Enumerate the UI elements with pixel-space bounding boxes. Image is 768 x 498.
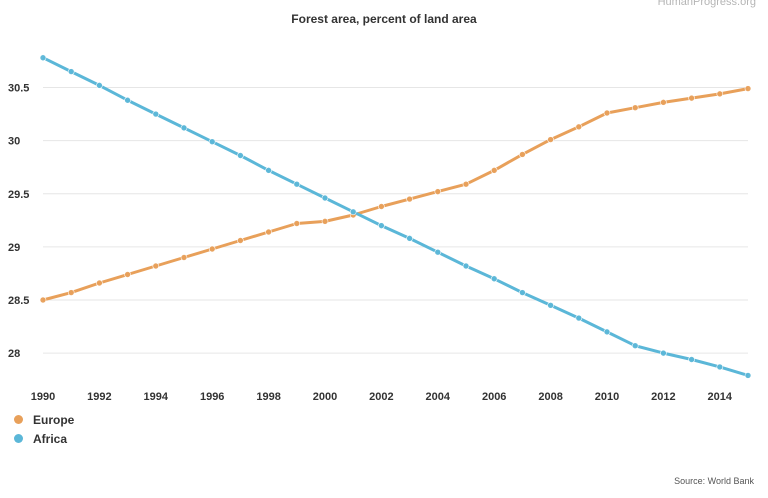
legend-label-europe: Europe	[33, 412, 75, 427]
data-point-africa	[180, 124, 188, 132]
data-point-europe	[96, 279, 103, 287]
data-point-europe	[603, 109, 611, 117]
data-point-africa	[152, 110, 160, 118]
data-point-africa	[434, 248, 442, 256]
series-line-europe	[42, 87, 749, 302]
x-tick-label: 2014	[708, 391, 733, 403]
data-point-europe	[124, 271, 131, 278]
data-point-europe	[265, 228, 272, 236]
legend-item-africa: Africa	[14, 429, 74, 448]
x-tick-label: 2006	[482, 391, 506, 403]
data-point-europe	[547, 136, 554, 143]
y-tick-label: 29.5	[8, 189, 29, 201]
data-point-europe	[744, 85, 752, 92]
x-tick-label: 1998	[256, 391, 280, 403]
data-point-africa	[321, 194, 329, 202]
data-point-europe	[490, 167, 498, 174]
data-point-africa	[349, 208, 357, 216]
data-point-europe	[39, 296, 47, 304]
data-point-africa	[378, 222, 385, 229]
data-point-africa	[406, 235, 413, 242]
data-point-africa	[575, 314, 583, 322]
x-tick-label: 1990	[31, 391, 55, 403]
data-point-europe	[688, 94, 695, 102]
data-point-europe	[660, 99, 667, 106]
source-note: Source: World Bank	[674, 476, 754, 486]
data-point-europe	[293, 220, 301, 227]
x-tick-label: 2000	[313, 391, 337, 403]
series-line-africa	[42, 56, 749, 377]
chart-title: Forest area, percent of land area	[291, 12, 477, 26]
data-point-europe	[237, 237, 244, 244]
data-point-africa	[208, 138, 216, 145]
data-point-africa	[547, 302, 554, 309]
data-point-europe	[321, 218, 329, 225]
x-tick-label: 1992	[87, 391, 111, 403]
data-point-europe	[575, 123, 583, 131]
data-point-africa	[716, 363, 724, 371]
data-point-africa	[631, 342, 639, 349]
data-point-africa	[237, 152, 244, 159]
y-tick-label: 30	[8, 136, 20, 148]
data-point-europe	[67, 289, 75, 296]
data-point-europe	[519, 151, 526, 158]
data-point-africa	[39, 54, 47, 62]
x-tick-label: 2002	[369, 391, 393, 403]
legend: Europe Africa	[14, 410, 74, 448]
y-tick-label: 30.5	[8, 83, 29, 95]
data-point-africa	[265, 167, 272, 174]
x-tick-label: 2012	[651, 391, 675, 403]
y-tick-label: 28	[8, 348, 20, 360]
data-point-europe	[406, 195, 413, 203]
legend-label-africa: Africa	[33, 431, 68, 446]
data-point-africa	[519, 289, 526, 296]
data-point-africa	[124, 96, 131, 104]
y-tick-label: 29	[8, 242, 20, 254]
legend-swatch-europe	[14, 415, 23, 424]
x-tick-label: 1996	[200, 391, 224, 403]
data-point-europe	[152, 262, 160, 270]
legend-item-europe: Europe	[14, 410, 74, 429]
data-point-europe	[462, 180, 470, 188]
data-point-europe	[631, 104, 639, 111]
data-point-africa	[293, 180, 301, 188]
data-point-europe	[208, 245, 216, 253]
x-tick-label: 2004	[426, 391, 451, 403]
data-point-europe	[180, 254, 188, 261]
data-point-africa	[490, 275, 498, 283]
data-point-africa	[744, 372, 752, 379]
data-point-africa	[688, 356, 695, 363]
data-point-europe	[378, 203, 385, 210]
watermark: HumanProgress.org	[657, 0, 756, 8]
data-point-europe	[716, 90, 724, 98]
data-point-europe	[434, 188, 442, 195]
x-tick-label: 1994	[144, 391, 169, 403]
data-point-africa	[96, 82, 103, 89]
data-point-africa	[660, 349, 667, 357]
x-tick-label: 2010	[595, 391, 619, 403]
data-point-africa	[67, 68, 75, 75]
y-tick-label: 28.5	[8, 295, 29, 307]
data-point-africa	[603, 328, 611, 336]
data-point-africa	[462, 262, 470, 270]
legend-swatch-africa	[14, 434, 23, 443]
x-tick-label: 2008	[538, 391, 562, 403]
